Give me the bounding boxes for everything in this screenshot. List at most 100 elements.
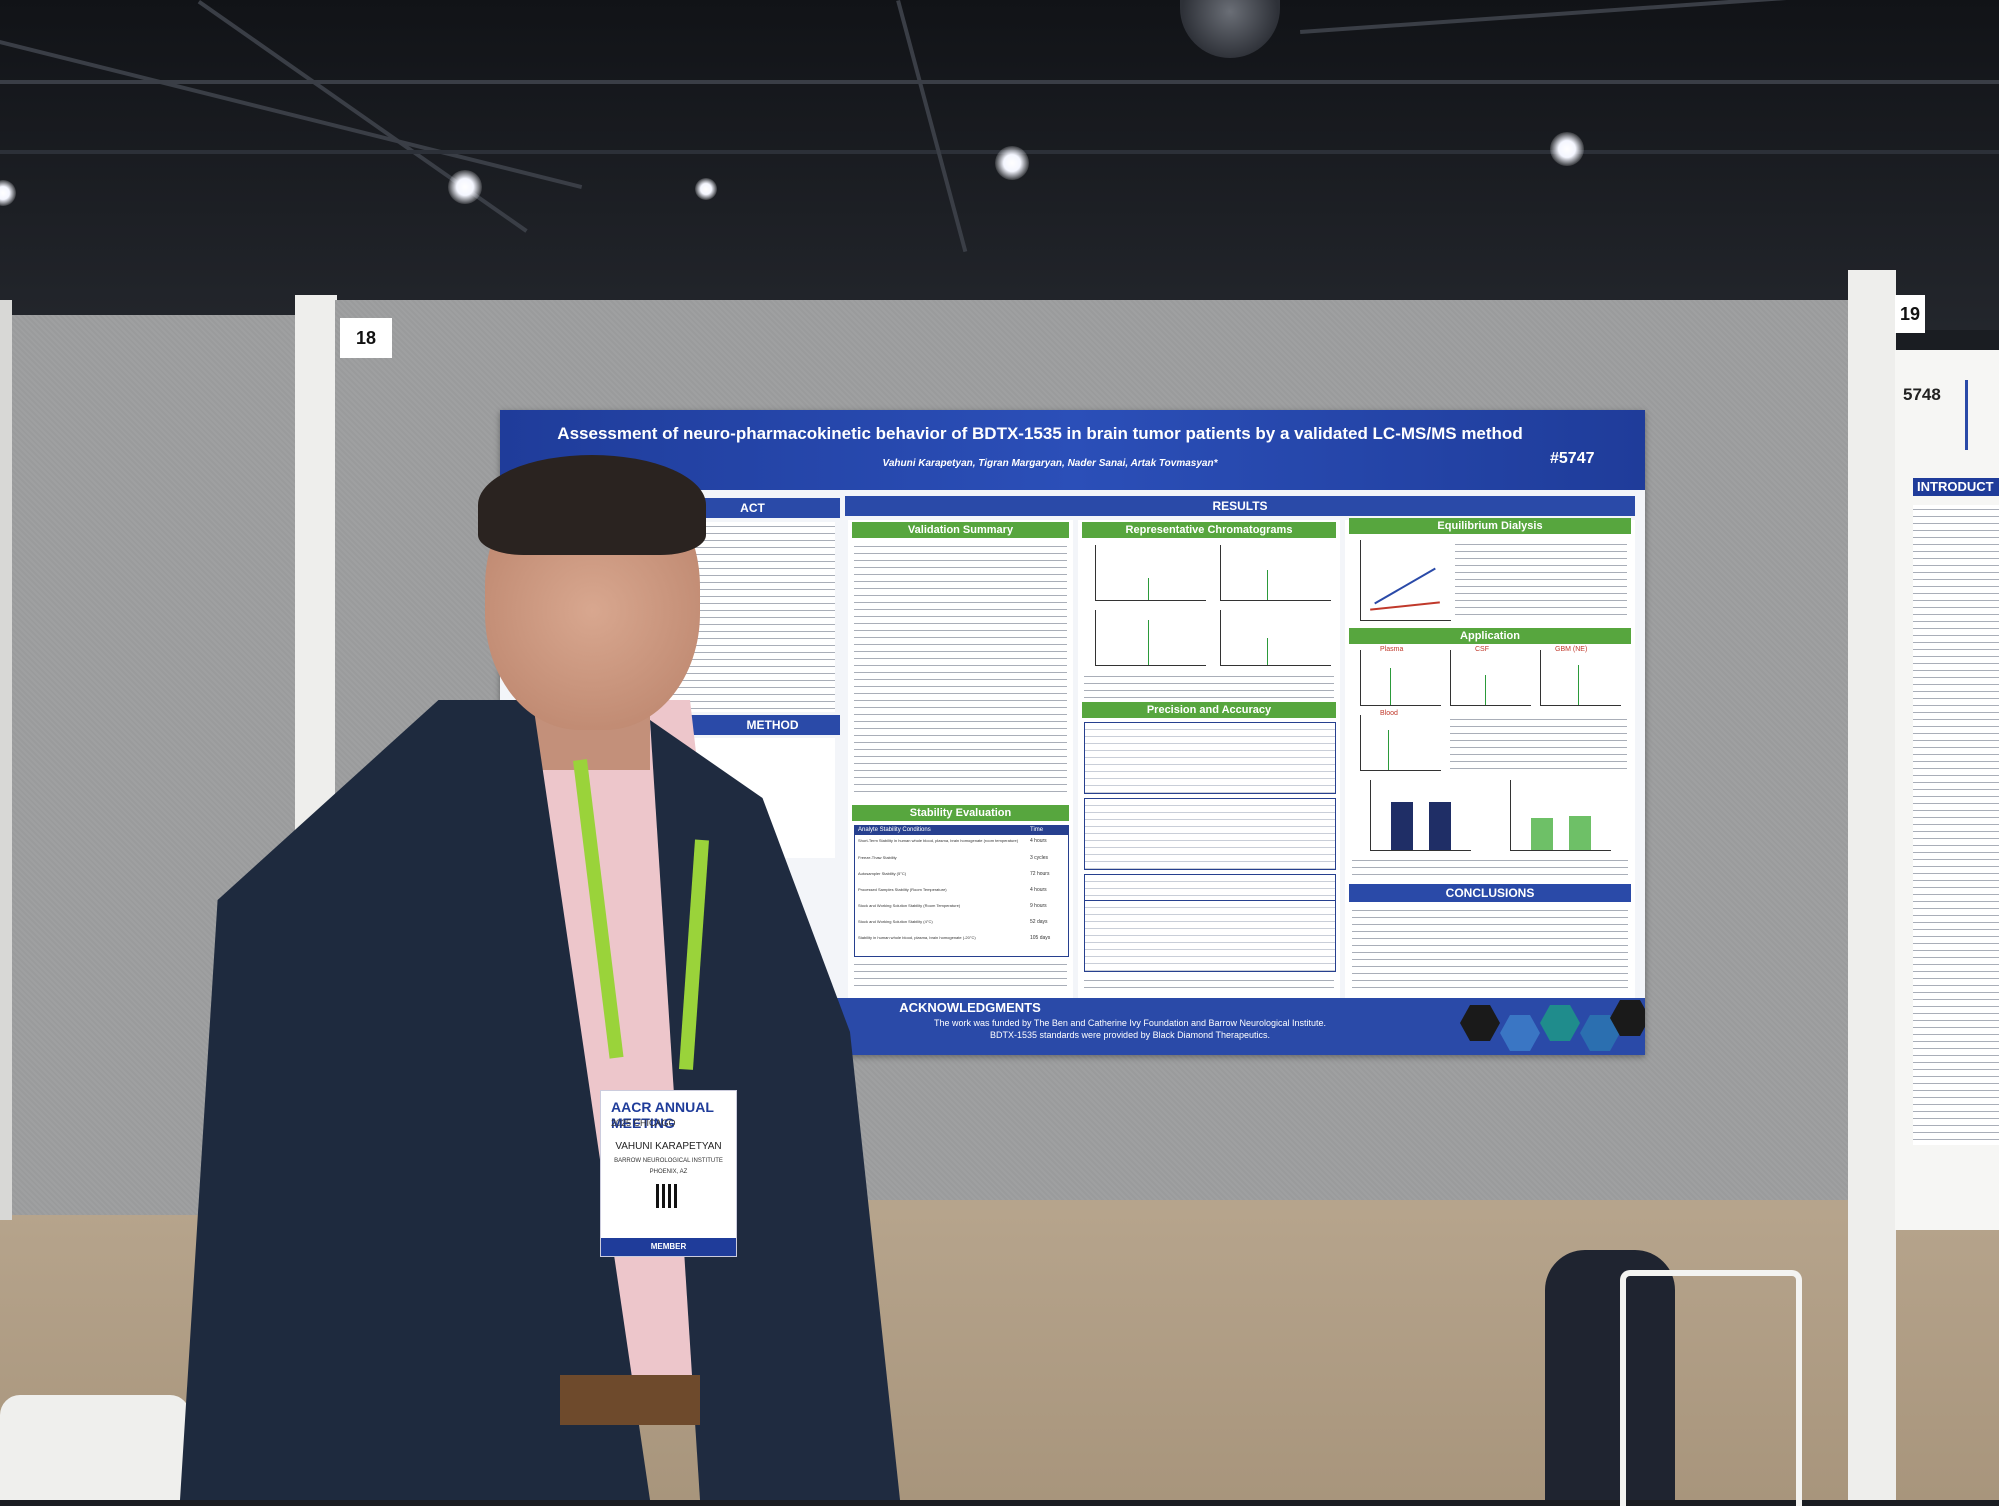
stability-row-time: 9 hours [1030,903,1047,909]
label-gbm: GBM (NE) [1555,646,1588,653]
stand-number-tag: 18 [340,318,392,358]
precision-table-plasma [1084,798,1336,870]
method-title: METHOD [746,718,799,732]
badge-qr-code [656,1184,680,1208]
abstract-title: ACT [740,501,765,515]
neighbor-text [1913,505,1999,1145]
badge-type: MEMBER [601,1238,736,1256]
conclusions-title: CONCLUSIONS [1445,886,1535,900]
bar [1391,802,1413,850]
peak [1267,638,1268,665]
ceiling-light [448,170,482,204]
conclusions-header: CONCLUSIONS [1349,884,1631,902]
ceiling [0,0,1999,330]
method-header: METHOD [665,715,840,735]
label-plasma: Plasma [1380,646,1404,653]
badge-name: VAHUNI KARAPETYAN [615,1141,722,1152]
acknowledgment-line: BDTX-1535 standards were provided by Bla… [990,1030,1270,1040]
stability-row-time: 72 hours [1030,871,1050,877]
application-chart-csf [1450,650,1531,706]
truss [1300,0,1999,34]
stability-table-head [855,826,1068,835]
stability-row-label: Processed Samples Stability (Room Temper… [858,887,947,892]
bar [1531,818,1553,850]
stability-row-time: 105 days [1030,935,1051,941]
validation-summary-text [854,542,1067,792]
badge-institution: BARROW NEUROLOGICAL INSTITUTE [614,1158,723,1164]
peak [1390,668,1391,705]
ceiling-light [1550,132,1584,166]
truss [197,0,528,233]
badge-event: 2025 CHICAGO [611,1118,676,1128]
application-chart-gbm [1540,650,1621,706]
results-header: RESULTS [845,496,1635,516]
peak [1578,665,1579,705]
stability-row-label: Stability in human whole blood, plasma, … [858,935,976,940]
poster-title: Assessment of neuro-pharmacokinetic beha… [557,424,1523,443]
results-title: RESULTS [1212,499,1268,513]
application-header: Application [1349,628,1631,644]
equilibrium-dialysis-header: Equilibrium Dialysis [1349,518,1631,534]
stability-row-label: Short-Term Stability in human whole bloo… [858,838,1019,843]
neighbor-accent [1965,380,1968,450]
abstract-header: ACT [665,498,840,518]
acknowledgment-line: The work was funded by The Ben and Cathe… [933,1018,1327,1028]
stability-col-time: Time [1030,827,1044,833]
dialysis-caption [1455,540,1627,620]
unbound-levels-chart [1510,780,1611,851]
application-chart-blood [1360,715,1441,771]
stability-row-label: Autosampler Stability (5°C) [858,871,907,876]
ceiling-light [695,178,717,200]
folding-chair [0,1395,190,1500]
stability-row-time: 4 hours [1030,887,1047,893]
stability-table: Analyte Stability Conditions Time Short-… [854,825,1069,957]
conclusions-text [1352,906,1628,992]
poster-header [500,410,1645,490]
peak [1267,570,1268,600]
peak [1148,620,1149,665]
bar [1429,802,1451,850]
board-post [1848,270,1896,1500]
dialysis-chart [1360,540,1451,621]
stability-row-time: 4 hours [1030,838,1047,844]
application-caption [1450,715,1627,770]
label-csf: CSF [1475,646,1489,653]
stability-row-label: Freeze-Thaw Stability [858,855,897,860]
peak [1388,730,1389,770]
board-post [0,300,12,1220]
badge-city: PHOENIX, AZ [649,1169,688,1175]
chromatogram-c [1095,610,1206,666]
seated-visitor [1545,1250,1675,1500]
name-badge: AACR ANNUAL MEETING 2025 CHICAGO VAHUNI … [600,1090,737,1257]
folding-chair [1620,1270,1802,1506]
presenter-belt [560,1375,700,1425]
precision-caption [1084,976,1334,994]
validation-summary-header: Validation Summary [852,522,1069,538]
label-blood: Blood [1380,710,1398,717]
stability-row-time: 3 cycles [1030,855,1049,861]
stability-row-time: 52 days [1030,919,1048,925]
badge-logo: AACR ANNUAL MEETING [611,1099,714,1131]
truss [896,0,968,253]
levels-caption [1352,856,1628,880]
bar [1569,816,1591,850]
truss [0,80,1999,84]
poster-number: #5747 [1550,450,1595,467]
stand-number-tag: 19 [1895,295,1925,333]
neighbor-poster: 5748 INTRODUCT [1895,350,1999,1230]
neighbor-section: INTRODUCT [1913,478,1999,496]
representative-chromatograms-header: Representative Chromatograms [1082,522,1336,538]
stability-row-label: Stock and Working Solution Stability (4°… [858,919,933,924]
chromatogram-d [1220,610,1331,666]
chromatogram-a [1095,545,1206,601]
stability-evaluation-header: Stability Evaluation [852,805,1069,821]
precision-table-csf [1084,900,1336,972]
ceiling-light [0,180,16,206]
total-levels-chart [1370,780,1471,851]
acknowledgments-title: ACKNOWLEDGMENTS [899,1000,1041,1015]
peak [1148,578,1149,600]
chromatogram-b [1220,545,1331,601]
poster-authors: Vahuni Karapetyan, Tigran Margaryan, Nad… [882,458,1218,469]
precision-table-blood [1084,722,1336,794]
ceiling-light [995,146,1029,180]
